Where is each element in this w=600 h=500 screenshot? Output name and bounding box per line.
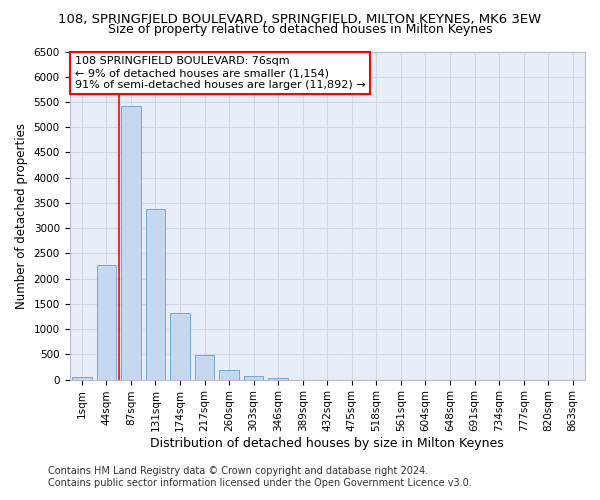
Text: Contains HM Land Registry data © Crown copyright and database right 2024.
Contai: Contains HM Land Registry data © Crown c… bbox=[48, 466, 472, 487]
X-axis label: Distribution of detached houses by size in Milton Keynes: Distribution of detached houses by size … bbox=[151, 437, 504, 450]
Text: Size of property relative to detached houses in Milton Keynes: Size of property relative to detached ho… bbox=[108, 22, 492, 36]
Bar bbox=[219, 370, 239, 380]
Text: 108, SPRINGFIELD BOULEVARD, SPRINGFIELD, MILTON KEYNES, MK6 3EW: 108, SPRINGFIELD BOULEVARD, SPRINGFIELD,… bbox=[58, 12, 542, 26]
Bar bbox=[170, 314, 190, 380]
Text: 108 SPRINGFIELD BOULEVARD: 76sqm
← 9% of detached houses are smaller (1,154)
91%: 108 SPRINGFIELD BOULEVARD: 76sqm ← 9% of… bbox=[74, 56, 365, 90]
Bar bbox=[72, 376, 92, 380]
Bar bbox=[244, 376, 263, 380]
Bar bbox=[268, 378, 288, 380]
Y-axis label: Number of detached properties: Number of detached properties bbox=[15, 122, 28, 308]
Bar bbox=[195, 355, 214, 380]
Bar bbox=[121, 106, 141, 380]
Bar bbox=[146, 209, 165, 380]
Bar bbox=[97, 265, 116, 380]
